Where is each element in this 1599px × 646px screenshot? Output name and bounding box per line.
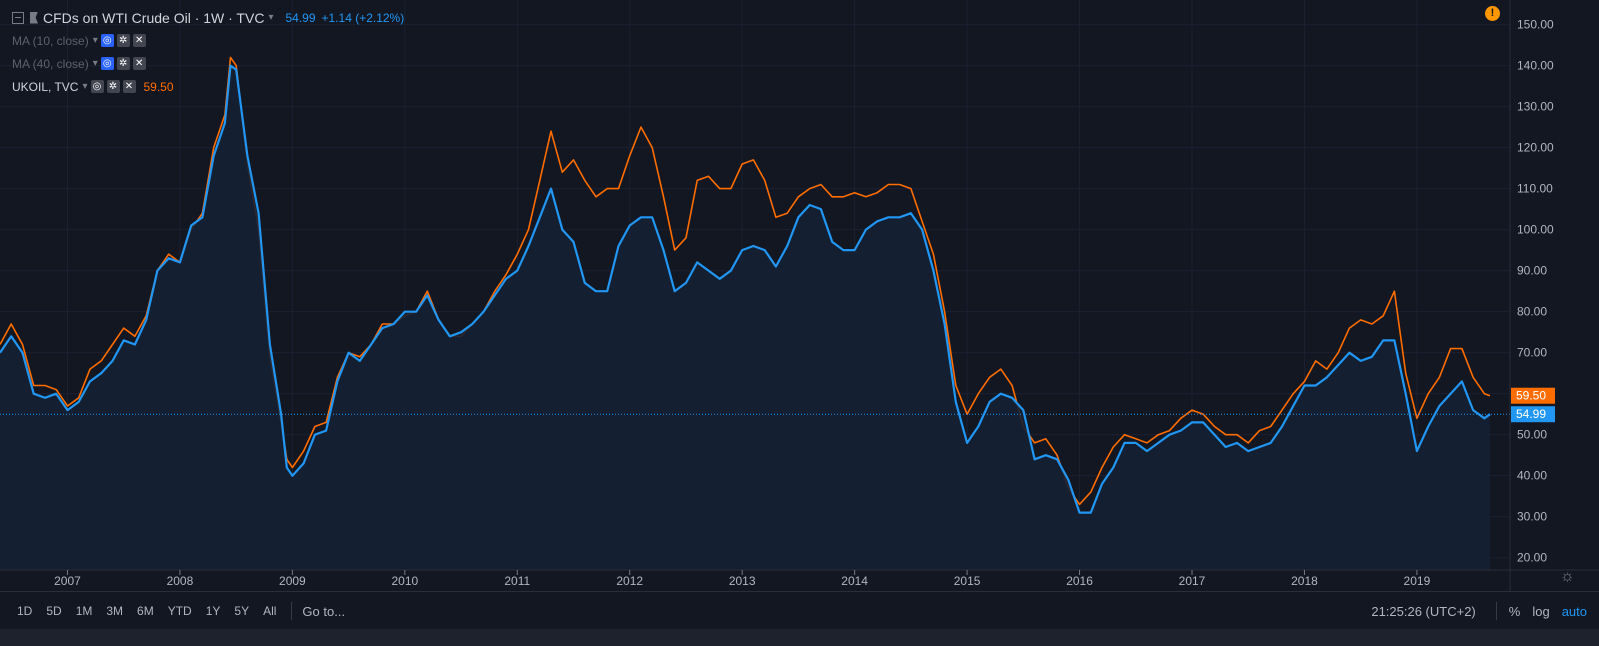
wti-area-fill [0,65,1490,570]
settings-icon[interactable]: ✲ [106,80,120,93]
main-series-legend[interactable]: CFDs on WTI Crude Oil · 1W · TVC ▾ 54.99… [12,6,404,29]
range-all[interactable]: All [263,604,277,618]
close-icon[interactable]: ✕ [132,34,146,47]
settings-icon[interactable]: ✲ [116,57,130,70]
price-change: +1.14 (+2.12%) [321,10,405,25]
visibility-icon[interactable]: ◎ [100,34,114,47]
price-axis[interactable]: 20.0030.0040.0050.0060.0070.0080.0090.00… [1517,18,1554,565]
range-6m[interactable]: 6M [137,604,154,618]
y-tick-label: 40.00 [1517,469,1547,483]
y-tick-label: 140.00 [1517,59,1554,73]
y-tick-label: 30.00 [1517,510,1547,524]
x-tick-label: 2013 [729,574,756,588]
visibility-icon[interactable]: ◎ [100,57,114,70]
range-1m[interactable]: 1M [75,604,93,618]
x-tick-label: 2012 [616,574,643,588]
indicator-label[interactable]: MA (40, close) [12,56,89,71]
visibility-icon[interactable]: ◎ [90,80,104,93]
last-value-tag [1511,387,1555,404]
range-3m[interactable]: 3M [106,604,124,618]
chart-series [0,56,1491,570]
last-value-tag [1511,406,1555,423]
x-tick-label: 2014 [841,574,868,588]
last-value-text: 54.99 [1516,407,1546,421]
x-tick-label: 2011 [504,574,530,588]
chevron-down-icon[interactable]: ▾ [82,81,88,92]
range-ytd[interactable]: YTD [167,604,192,618]
x-tick-label: 2016 [1066,574,1093,588]
x-tick-label: 2007 [54,574,81,588]
compare-price: 59.50 [143,79,174,94]
y-tick-label: 20.00 [1517,551,1547,565]
indicator-label[interactable]: MA (10, close) [12,33,89,48]
y-tick-label: 80.00 [1517,305,1547,319]
y-tick-label: 120.00 [1517,141,1554,155]
y-tick-label: 90.00 [1517,264,1547,278]
chevron-down-icon[interactable]: ▾ [268,12,274,23]
chevron-down-icon[interactable]: ▾ [92,35,98,46]
collapse-icon[interactable] [12,11,24,24]
x-tick-label: 2015 [954,574,981,588]
y-tick-label: 130.00 [1517,100,1554,114]
chevron-down-icon[interactable]: ▾ [92,58,98,69]
goto-date-button[interactable]: Go to... [302,603,346,619]
chart-legend: CFDs on WTI Crude Oil · 1W · TVC ▾ 54.99… [12,6,404,98]
clock-time[interactable]: 21:25:26 (UTC+2) [1371,603,1476,619]
log-scale-toggle[interactable]: log [1532,603,1550,619]
toolbar-divider [1495,602,1497,620]
close-icon[interactable]: ✕ [122,80,136,93]
scale-options: 21:25:26 (UTC+2) % log auto [1371,592,1587,630]
range-1d[interactable]: 1D [17,604,33,618]
indicator-legend-ma10[interactable]: MA (10, close) ▾ ◎ ✲ ✕ [12,29,404,52]
wti-series-line [0,64,1491,514]
last-value-labels: 54.99 59.50 [1511,387,1555,423]
gear-icon[interactable]: ☼ [1560,568,1575,585]
y-tick-label: 100.00 [1517,223,1554,237]
range-1y[interactable]: 1Y [205,604,221,618]
time-axis[interactable]: 2007 2008 2009 2010 2011 2012 2013 2014 2015 2016… [54,570,1431,588]
indicator-legend-ma40[interactable]: MA (40, close) ▾ ◎ ✲ ✕ [12,52,404,75]
percent-scale-toggle[interactable]: % [1508,603,1521,619]
flag-icon[interactable] [30,11,38,24]
x-tick-label: 2009 [279,574,306,588]
y-tick-label: 110.00 [1517,182,1553,196]
alert-icon[interactable]: ! [1485,6,1500,21]
compare-legend[interactable]: UKOIL, TVC ▾ ◎ ✲ ✕ 59.50 [12,75,404,98]
y-tick-label: 70.00 [1517,346,1547,360]
auto-scale-toggle[interactable]: auto [1561,603,1587,619]
toolbar-divider [291,602,293,620]
bottom-toolbar: 1D 5D 1M 3M 6M YTD 1Y 5Y All Go to... 21… [0,591,1599,630]
bottom-strip [0,629,1599,646]
x-tick-label: 2019 [1404,574,1431,588]
last-price: 54.99 [285,10,316,25]
settings-icon[interactable]: ✲ [116,34,130,47]
x-tick-label: 2018 [1291,574,1318,588]
last-value-text: 59.50 [1516,389,1546,403]
x-tick-label: 2010 [391,574,418,588]
y-tick-label: 50.00 [1517,428,1547,442]
y-tick-label: 150.00 [1517,18,1554,32]
compare-label[interactable]: UKOIL, TVC [12,79,79,94]
range-5d[interactable]: 5D [46,604,62,618]
close-icon[interactable]: ✕ [132,57,146,70]
x-tick-label: 2017 [1179,574,1206,588]
range-5y[interactable]: 5Y [234,604,250,618]
symbol-title[interactable]: CFDs on WTI Crude Oil · 1W · TVC [43,9,265,26]
x-tick-label: 2008 [167,574,194,588]
